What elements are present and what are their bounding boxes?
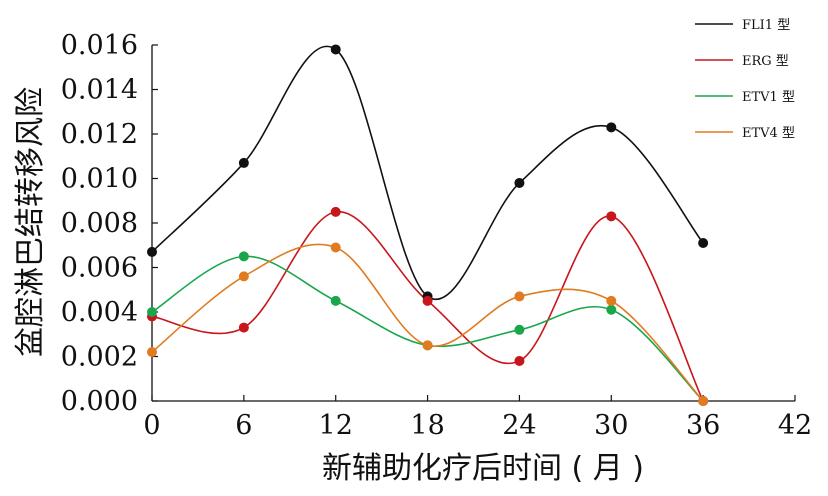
data-point — [147, 246, 157, 257]
data-point — [698, 396, 709, 406]
x-axis-title: 新辅助化疗后时间 ( 月 ) — [322, 451, 644, 486]
data-point — [606, 304, 617, 315]
x-tick-label: 30 — [594, 410, 628, 441]
data-point — [606, 122, 617, 133]
x-tick-label: 36 — [686, 410, 720, 441]
y-tick-label: 0.010 — [61, 164, 138, 195]
y-tick-label: 0.002 — [61, 342, 138, 373]
x-tick-label: 12 — [319, 410, 353, 441]
x-tick-label: 42 — [778, 410, 812, 441]
data-point — [606, 295, 617, 306]
y-tick-label: 0.014 — [61, 75, 138, 106]
data-point — [514, 355, 525, 366]
data-point — [147, 347, 157, 358]
data-point — [514, 324, 525, 335]
x-ticks: 0 6 12 18 24 30 36 42 — [143, 395, 812, 441]
legend-label: ETV1 型 — [742, 90, 795, 105]
data-point — [238, 251, 249, 262]
series-line — [151, 45, 704, 301]
x-tick-label: 6 — [235, 410, 252, 441]
series-line — [151, 255, 704, 402]
legend-label: ETV4 型 — [742, 126, 795, 141]
data-point — [238, 157, 249, 168]
x-tick-label: 24 — [502, 410, 536, 441]
data-point — [330, 295, 341, 306]
data-point — [422, 295, 433, 306]
y-tick-label: 0.000 — [61, 386, 138, 417]
x-tick-label: 0 — [143, 410, 160, 441]
y-tick-label: 0.006 — [61, 253, 138, 284]
data-point — [422, 340, 433, 351]
series-line — [151, 243, 704, 402]
data-point — [147, 307, 157, 317]
data-point — [606, 211, 617, 222]
axes — [151, 45, 795, 402]
data-point — [330, 44, 341, 55]
x-tick-label: 18 — [410, 410, 444, 441]
y-tick-label: 0.004 — [61, 297, 138, 328]
y-ticks: 0.000 0.002 0.004 0.006 0.008 0.010 0.012 0.014… — [61, 30, 158, 417]
data-point — [514, 177, 525, 188]
y-axis-title: 盆腔淋巴结转移风险 — [13, 87, 48, 357]
series-line — [151, 211, 704, 402]
data-point — [238, 322, 249, 333]
data-point — [238, 271, 249, 282]
legend: FLI1 型 ERG 型 ETV1 型 ETV4 型 — [695, 18, 795, 141]
data-point — [698, 238, 709, 249]
legend-label: ERG 型 — [742, 54, 789, 69]
data-point — [514, 291, 525, 302]
y-tick-label: 0.012 — [61, 119, 138, 150]
legend-label: FLI1 型 — [742, 18, 790, 33]
data-point — [330, 242, 341, 253]
series-points — [147, 44, 709, 406]
y-tick-label: 0.008 — [61, 208, 138, 239]
y-tick-label: 0.016 — [61, 30, 138, 61]
data-point — [330, 206, 341, 217]
